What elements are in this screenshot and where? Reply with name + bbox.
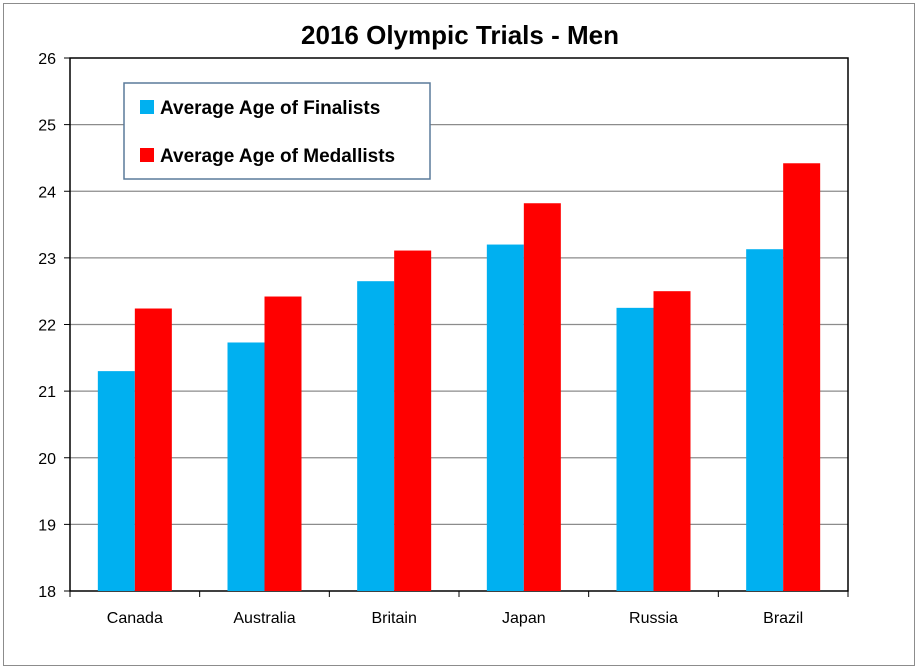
legend-box (123, 82, 431, 180)
bar-australia-finalists (227, 342, 265, 591)
legend-label-finalists: Average Age of Finalists (160, 98, 380, 119)
bar-brazil-medallists (783, 163, 821, 591)
x-tick-label: Brazil (763, 610, 803, 627)
bar-canada-finalists (97, 371, 135, 591)
y-tick-label: 18 (38, 584, 56, 601)
legend-swatch-medallists (140, 148, 154, 162)
x-tick-label: Russia (629, 610, 678, 627)
bar-britain-finalists (357, 281, 395, 591)
bars (97, 163, 821, 592)
legend-swatch-finalists (140, 100, 154, 114)
y-tick-label: 26 (38, 51, 56, 68)
legend: Average Age of Finalists Average Age of … (123, 82, 431, 180)
y-tick-label: 21 (38, 384, 56, 401)
y-tick-label: 25 (38, 118, 56, 135)
y-tick-label: 20 (38, 451, 56, 468)
y-tick-label: 22 (38, 318, 56, 335)
bar-russia-finalists (616, 307, 654, 591)
x-tick-label: Canada (107, 610, 163, 627)
y-tick-label: 19 (38, 517, 56, 534)
x-tick-label: Britain (371, 610, 416, 627)
bar-britain-medallists (394, 250, 432, 591)
chart-title: 2016 Olympic Trials - Men (301, 20, 619, 50)
y-tick-label: 23 (38, 251, 56, 268)
axes: 18 19 20 21 22 23 24 25 26 Canada Australia Britain… (38, 51, 849, 627)
legend-label-medallists: Average Age of Medallists (160, 146, 395, 167)
x-tick-label: Australia (233, 610, 295, 627)
bar-canada-medallists (134, 308, 172, 591)
gridlines (70, 124, 848, 525)
bar-russia-medallists (653, 291, 691, 591)
bar-japan-finalists (486, 244, 524, 592)
y-tick-label: 24 (38, 184, 56, 201)
x-tick-label: Japan (502, 610, 546, 627)
bar-australia-medallists (264, 296, 302, 591)
bar-brazil-finalists (746, 249, 784, 591)
bar-japan-medallists (523, 203, 561, 591)
